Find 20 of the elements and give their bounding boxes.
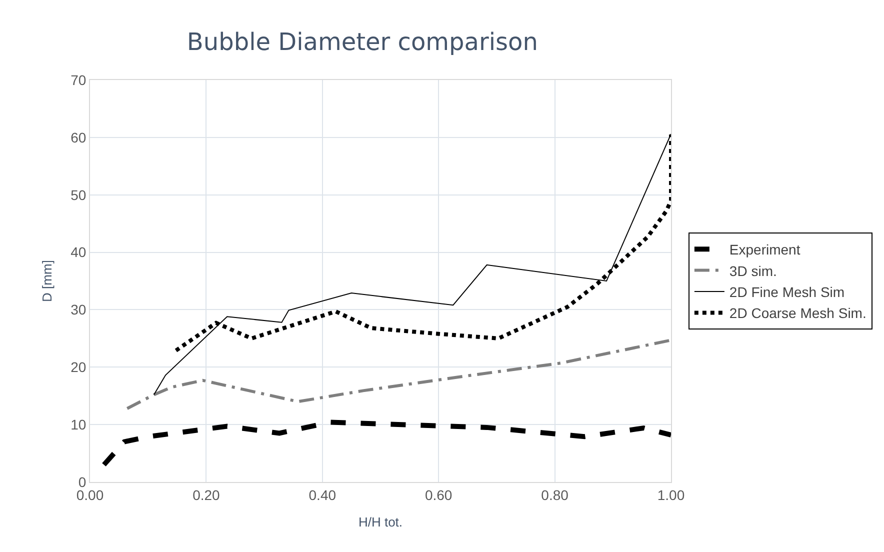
y-tick-label: 70: [70, 72, 86, 88]
x-tick-label: 0.60: [424, 486, 452, 503]
line-series: [126, 338, 671, 410]
y-axis-title: D [mm]: [40, 260, 55, 302]
chart-title: Bubble Diameter comparison: [186, 28, 538, 56]
x-tick-label: 0.20: [192, 486, 220, 503]
x-axis-title: H/H tot.: [358, 514, 403, 530]
y-tick-label: 40: [70, 244, 86, 260]
y-tick-label: 30: [70, 302, 86, 318]
y-tick-label: 20: [70, 359, 86, 376]
y-tick-label: 10: [70, 416, 86, 432]
x-tick-label: 1.00: [657, 486, 685, 503]
x-tick-label: 0.80: [541, 486, 569, 503]
legend-label: 2D Fine Mesh Sim: [729, 284, 845, 300]
y-tick-label: 50: [70, 186, 86, 203]
x-tick-label: 0.40: [308, 486, 336, 503]
legend-label: Experiment: [729, 242, 800, 258]
legend-label: 2D Coarse Mesh Sim.: [729, 305, 866, 322]
y-tick-label: 60: [70, 129, 86, 146]
legend-label: 3D sim.: [729, 262, 777, 279]
